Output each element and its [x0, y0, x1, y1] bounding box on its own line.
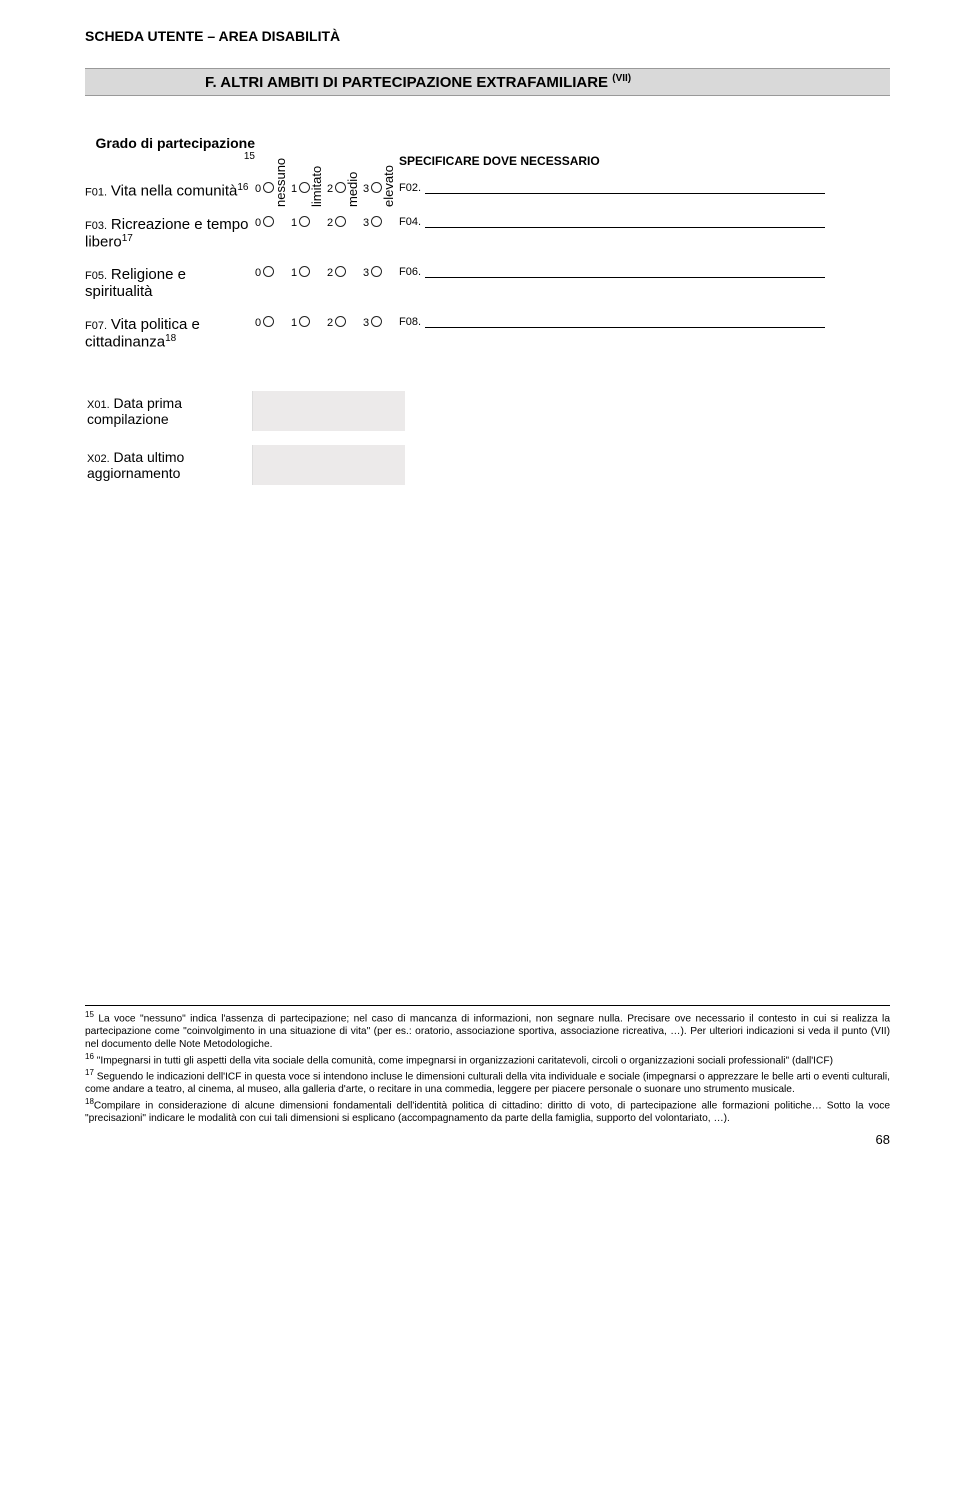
radio-icon	[263, 266, 274, 277]
page-number: 68	[85, 1132, 890, 1147]
radio-num: 3	[363, 267, 369, 279]
radio-num: 0	[255, 317, 261, 329]
radio-icon	[263, 216, 274, 227]
date-label-x02: X02. Data ultimo aggiornamento	[85, 445, 253, 485]
radio-num: 0	[255, 267, 261, 279]
section-title-text: ALTRI AMBITI DI PARTECIPAZIONE EXTRAFAMI…	[220, 74, 608, 91]
radio-num: 2	[327, 183, 333, 195]
radio-icon	[299, 316, 310, 327]
radio-icon	[299, 266, 310, 277]
spec-line[interactable]	[425, 266, 825, 278]
radio-icon	[263, 316, 274, 327]
radio-f03-1[interactable]: 1	[291, 208, 327, 259]
radio-num: 3	[363, 183, 369, 195]
row-text: Ricreazione e tempo libero	[85, 216, 248, 251]
date-code: X01.	[87, 399, 110, 411]
participation-table: Grado di partecipazione 15 nessuno limit…	[85, 114, 890, 359]
row-code: F03.	[85, 220, 107, 232]
footnote-18: 18Compilare in considerazione di alcune …	[85, 1097, 890, 1126]
footnote-text: "Impegnarsi in tutti gli aspetti della v…	[97, 1055, 833, 1066]
radio-f05-1[interactable]: 1	[291, 258, 327, 308]
footnote-text: Compilare in considerazione di alcune di…	[85, 1100, 890, 1124]
radio-icon	[299, 216, 310, 227]
spec-line[interactable]	[425, 216, 825, 228]
spec-code: F04.	[399, 216, 421, 228]
date-label-x01: X01. Data prima compilazione	[85, 391, 253, 431]
col-head-limitato: limitato	[291, 114, 327, 174]
spec-code: F08.	[399, 316, 421, 328]
section-title: F. ALTRI AMBITI DI PARTECIPAZIONE EXTRAF…	[85, 68, 890, 96]
scale-left-sup: 15	[244, 151, 255, 162]
row-sup: 17	[122, 233, 133, 244]
radio-f05-2[interactable]: 2	[327, 258, 363, 308]
spec-f04: F04.	[399, 208, 890, 259]
radio-icon	[335, 216, 346, 227]
footnote-text: La voce "nessuno" indica l'assenza di pa…	[85, 1013, 890, 1050]
spec-f08: F08.	[399, 308, 890, 359]
row-f07-label: F07. Vita politica e cittadinanza18	[85, 308, 255, 359]
radio-f05-0[interactable]: 0	[255, 258, 291, 308]
footnotes: 15 La voce "nessuno" indica l'assenza di…	[85, 1005, 890, 1126]
radio-f07-3[interactable]: 3	[363, 308, 399, 359]
col-head-medio: medio	[327, 114, 363, 174]
radio-f03-2[interactable]: 2	[327, 208, 363, 259]
section-sup: (VII)	[612, 73, 631, 84]
row-sup: 16	[237, 182, 248, 193]
radio-num: 2	[327, 267, 333, 279]
scale-left-head: Grado di partecipazione 15	[85, 114, 255, 174]
radio-num: 1	[291, 183, 297, 195]
radio-num: 3	[363, 217, 369, 229]
footnote-text: Seguendo le indicazioni dell'ICF in ques…	[85, 1071, 890, 1095]
date-row-x02: X02. Data ultimo aggiornamento	[85, 445, 890, 485]
radio-num: 3	[363, 317, 369, 329]
radio-icon	[335, 266, 346, 277]
row-f05-label: F05. Religione e spiritualità	[85, 258, 255, 308]
col-head-nessuno: nessuno	[255, 114, 291, 174]
row-code: F01.	[85, 187, 107, 199]
radio-num: 1	[291, 217, 297, 229]
date-code: X02.	[87, 453, 110, 465]
date-input-x02[interactable]	[253, 445, 405, 485]
row-text: Vita nella comunità	[111, 183, 237, 200]
footnote-15: 15 La voce "nessuno" indica l'assenza di…	[85, 1010, 890, 1052]
radio-f03-0[interactable]: 0	[255, 208, 291, 259]
radio-f05-3[interactable]: 3	[363, 258, 399, 308]
radio-f03-3[interactable]: 3	[363, 208, 399, 259]
date-block: X01. Data prima compilazione X02. Data u…	[85, 391, 890, 485]
spec-f06: F06.	[399, 258, 890, 308]
date-input-x01[interactable]	[253, 391, 405, 431]
scale-left-label: Grado di partecipazione	[96, 135, 255, 151]
radio-f07-2[interactable]: 2	[327, 308, 363, 359]
row-sup: 18	[165, 333, 176, 344]
row-code: F05.	[85, 270, 107, 282]
spec-line[interactable]	[425, 316, 825, 328]
radio-num: 0	[255, 217, 261, 229]
radio-num: 0	[255, 183, 261, 195]
radio-num: 2	[327, 217, 333, 229]
radio-icon	[371, 316, 382, 327]
row-f03-label: F03. Ricreazione e tempo libero17	[85, 208, 255, 259]
spec-code: F06.	[399, 266, 421, 278]
radio-num: 2	[327, 317, 333, 329]
radio-icon	[335, 316, 346, 327]
spec-code: F02.	[399, 182, 421, 194]
col-head-elevato: elevato	[363, 114, 399, 174]
row-f01-label: F01. Vita nella comunità16	[85, 174, 255, 208]
radio-icon	[371, 216, 382, 227]
page-header: SCHEDA UTENTE – AREA DISABILITÀ	[85, 28, 890, 44]
radio-icon	[371, 266, 382, 277]
radio-num: 1	[291, 267, 297, 279]
footnote-16: 16 "Impegnarsi in tutti gli aspetti dell…	[85, 1052, 890, 1068]
scale-right-head: SPECIFICARE DOVE NECESSARIO	[399, 114, 890, 174]
section-prefix: F.	[205, 74, 217, 91]
spec-line[interactable]	[425, 182, 825, 194]
footnote-17: 17 Seguendo le indicazioni dell'ICF in q…	[85, 1068, 890, 1097]
date-row-x01: X01. Data prima compilazione	[85, 391, 890, 431]
radio-f07-0[interactable]: 0	[255, 308, 291, 359]
row-code: F07.	[85, 320, 107, 332]
spec-f02: F02.	[399, 174, 890, 208]
radio-f07-1[interactable]: 1	[291, 308, 327, 359]
radio-num: 1	[291, 317, 297, 329]
